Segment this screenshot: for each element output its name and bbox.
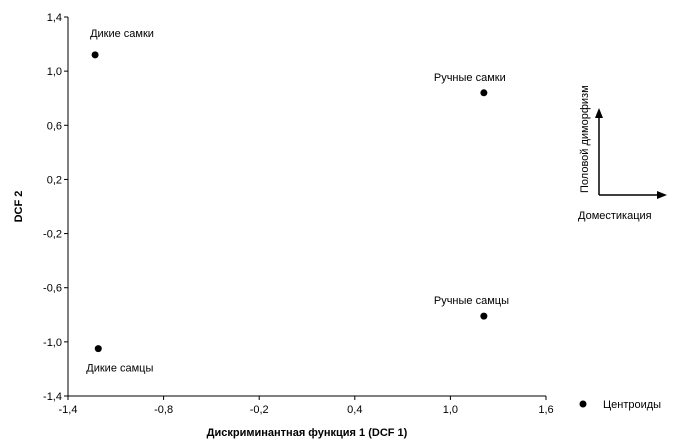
centroid-point: [480, 89, 488, 97]
x-tick-label: 0,4: [347, 404, 362, 416]
y-axis-title: DCF 2: [13, 191, 25, 223]
centroid-label: Дикие самки: [90, 28, 154, 40]
x-axis-title: Дискриминантная функция 1 (DCF 1): [207, 427, 408, 439]
y-tick-label: -0,6: [43, 283, 62, 295]
y-tick-label: 1,4: [47, 12, 62, 24]
inset-vertical-label: Половой диморфизм: [579, 85, 591, 193]
x-tick-label: -0,2: [250, 404, 269, 416]
legend-marker: [579, 400, 587, 408]
centroid-label: Ручные самки: [434, 72, 506, 84]
x-tick-label: 1,6: [538, 404, 553, 416]
plot-area: 1,4 1,0 0,6 0,2 -0,2 -0,6 -1,0 -1,4-1,4 -0,8 -0,2…: [13, 12, 667, 439]
inset-horizontal-label: Доместикация: [578, 210, 652, 222]
centroid-point: [94, 345, 102, 353]
y-tick-label: 1,0: [47, 66, 62, 78]
centroid-point: [91, 51, 99, 59]
x-tick-label: 1,0: [443, 404, 458, 416]
x-tick-label: -0,8: [154, 404, 173, 416]
arrow-up-icon: [595, 108, 603, 118]
legend-label: Центроиды: [603, 399, 661, 411]
centroid-point: [480, 312, 488, 320]
x-tick-label: -1,4: [59, 404, 78, 416]
y-tick-label: -0,2: [43, 229, 62, 241]
y-tick-label: 0,2: [47, 174, 62, 186]
y-tick-label: 0,6: [47, 120, 62, 132]
arrow-right-icon: [657, 191, 667, 199]
centroid-label: Дикие самцы: [86, 363, 153, 375]
y-tick-label: -1,4: [43, 391, 62, 403]
centroid-label: Ручные самцы: [434, 295, 509, 307]
y-tick-label: -1,0: [43, 337, 62, 349]
